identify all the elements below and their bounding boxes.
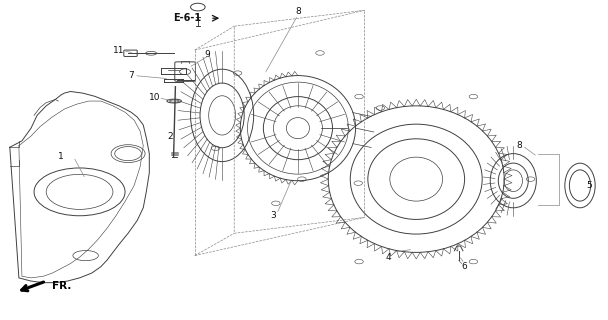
Text: 7: 7 — [128, 71, 134, 80]
Text: 9: 9 — [204, 50, 210, 59]
Text: 8: 8 — [295, 7, 300, 16]
Text: 3: 3 — [271, 211, 277, 220]
Text: 2: 2 — [168, 132, 173, 140]
Text: 5: 5 — [586, 181, 592, 190]
Text: 8: 8 — [516, 141, 522, 150]
Text: E-6-1: E-6-1 — [173, 13, 202, 23]
Text: 10: 10 — [150, 93, 161, 102]
Text: 1: 1 — [58, 152, 64, 161]
Text: 4: 4 — [386, 253, 392, 262]
Text: FR.: FR. — [52, 281, 72, 291]
Text: 11: 11 — [113, 45, 125, 55]
Text: 6: 6 — [461, 262, 468, 271]
